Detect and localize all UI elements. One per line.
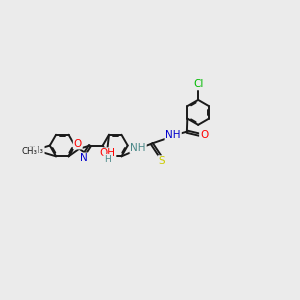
Text: O: O [74, 139, 82, 148]
Text: H: H [104, 154, 111, 164]
Text: Cl: Cl [193, 80, 203, 89]
Text: NH: NH [165, 130, 181, 140]
Text: NH: NH [130, 143, 146, 153]
Text: N: N [80, 153, 88, 163]
Text: OH: OH [100, 148, 116, 158]
Text: CH₃: CH₃ [28, 146, 44, 155]
Text: O: O [200, 130, 208, 140]
Text: CH₃: CH₃ [22, 147, 38, 156]
Text: S: S [158, 156, 165, 166]
